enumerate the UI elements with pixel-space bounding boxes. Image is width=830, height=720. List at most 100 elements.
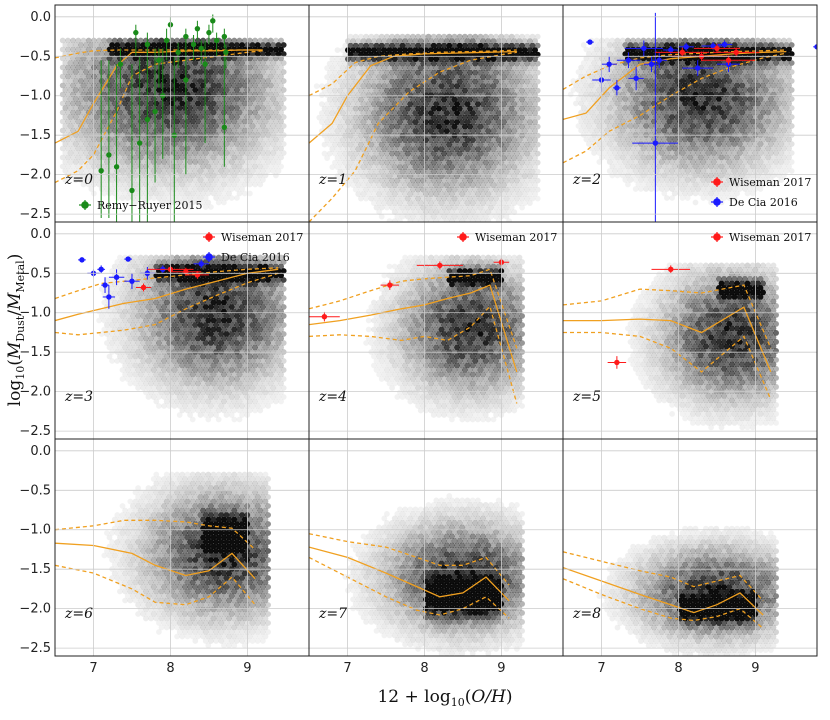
density-bin — [757, 168, 764, 174]
density-bin — [710, 150, 717, 156]
density-bin — [236, 190, 243, 197]
density-bin — [705, 141, 712, 147]
density-bin — [630, 172, 636, 179]
density-bin — [260, 96, 266, 102]
density-bin — [345, 47, 351, 53]
density-bin — [762, 69, 769, 75]
density-bin — [625, 145, 631, 152]
density-bin — [275, 96, 282, 102]
density-bin — [412, 164, 419, 171]
density-bin — [612, 141, 618, 147]
density-bin — [78, 114, 84, 120]
density-bin — [231, 154, 238, 161]
density-bin — [428, 110, 434, 116]
density-bin — [326, 114, 333, 121]
density-bin — [731, 114, 738, 120]
density-bin — [469, 137, 476, 144]
density-bin — [768, 60, 774, 66]
density-bin — [189, 73, 196, 80]
density-bin — [208, 42, 214, 48]
density-bin — [472, 150, 479, 157]
density-bin — [412, 200, 419, 207]
density-bin — [195, 136, 201, 143]
density-bin — [179, 199, 186, 206]
density-bin — [265, 141, 271, 147]
density-bin — [384, 150, 390, 157]
density-bin — [394, 204, 401, 211]
density-bin — [339, 155, 346, 162]
density-bin — [265, 60, 271, 66]
density-bin — [488, 60, 494, 67]
density-bin — [726, 42, 733, 48]
density-bin — [438, 200, 445, 207]
density-bin — [713, 190, 720, 197]
density-bin — [640, 82, 647, 89]
density-bin — [417, 92, 424, 98]
density-bin — [441, 150, 447, 157]
density-bin — [275, 277, 282, 283]
density-bin — [433, 155, 440, 162]
density-bin — [747, 114, 753, 120]
density-bin — [239, 123, 246, 129]
density-bin — [260, 78, 266, 84]
density-bin — [781, 55, 787, 62]
density-bin — [371, 191, 377, 198]
density-bin — [231, 73, 238, 80]
density-bin — [70, 163, 76, 170]
density-bin — [451, 159, 458, 166]
density-bin — [462, 78, 468, 85]
density-bin — [480, 65, 486, 71]
marker — [725, 57, 732, 63]
density-bin — [384, 159, 390, 166]
density-bin — [433, 119, 440, 125]
density-bin — [192, 60, 199, 66]
density-bin — [130, 87, 136, 93]
density-bin — [775, 55, 782, 62]
density-bin — [736, 168, 743, 174]
density-bin — [114, 114, 121, 120]
density-bin — [117, 181, 123, 188]
density-bin — [658, 168, 665, 174]
density-bin — [106, 64, 113, 71]
density-bin — [187, 114, 194, 120]
density-bin — [65, 109, 71, 116]
remy-point — [202, 40, 208, 144]
density-bin — [519, 141, 525, 148]
density-bin — [697, 163, 704, 170]
density-bin — [80, 46, 87, 53]
density-bin — [234, 123, 240, 129]
density-bin — [757, 150, 764, 156]
density-bin — [773, 96, 779, 102]
density-bin — [342, 141, 349, 148]
density-bin — [749, 37, 756, 44]
density-bin — [721, 123, 727, 129]
density-bin — [697, 127, 704, 134]
density-bin — [446, 141, 453, 148]
density-bin — [622, 78, 629, 84]
density-bin — [228, 60, 235, 66]
density-bin — [454, 128, 460, 135]
density-bin — [511, 83, 518, 89]
density-bin — [265, 123, 271, 129]
density-bin — [742, 168, 748, 174]
density-bin — [117, 172, 123, 179]
density-bin — [202, 195, 209, 201]
density-bin — [462, 114, 468, 121]
density-bin — [661, 127, 668, 134]
density-bin — [192, 69, 199, 75]
density-bin — [601, 114, 608, 120]
density-bin — [695, 114, 701, 120]
density-bin — [529, 78, 536, 85]
density-bin — [622, 150, 629, 156]
density-bin — [658, 150, 665, 156]
density-bin — [524, 69, 531, 76]
density-bin — [469, 191, 476, 198]
density-bin — [757, 141, 764, 147]
density-bin — [391, 38, 398, 44]
density-bin — [475, 182, 481, 189]
density-bin — [365, 110, 372, 116]
density-bin — [371, 182, 377, 189]
density-bin — [371, 92, 377, 98]
density-bin — [187, 259, 194, 265]
density-bin — [630, 154, 636, 161]
